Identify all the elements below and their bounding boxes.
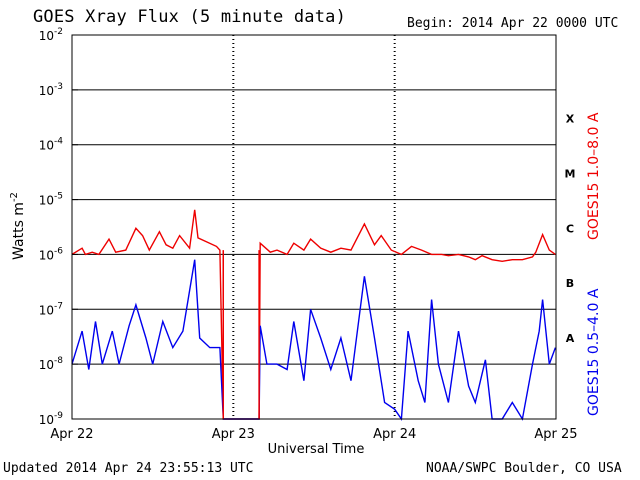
- x-tick-label: Apr 22: [50, 427, 93, 442]
- y-tick-label: 10-6: [39, 246, 64, 262]
- title: GOES Xray Flux (5 minute data): [33, 7, 347, 27]
- day-separators: [232, 35, 396, 419]
- x-tick-labels: Apr 22 Apr 23 Apr 24 Apr 25: [50, 427, 577, 442]
- series-layer: [71, 209, 557, 422]
- y-axis-label: Watts m-2: [9, 192, 27, 260]
- begin-time: Begin: 2014 Apr 22 0000 UTC: [407, 16, 619, 31]
- x-tick-label: Apr 25: [534, 427, 577, 442]
- series-long-line: [71, 209, 556, 420]
- series-short-line: [71, 259, 557, 422]
- x-tick-label: Apr 24: [373, 427, 416, 442]
- data-gap: [222, 250, 260, 419]
- y-tick-label: 10-9: [39, 411, 64, 427]
- flare-class-label: M: [565, 167, 576, 180]
- y-tick-label: 10-7: [39, 301, 63, 317]
- updated-time: Updated 2014 Apr 24 23:55:13 UTC: [3, 461, 254, 476]
- x-axis-label: Universal Time: [268, 442, 365, 457]
- y-tick-label: 10-3: [39, 82, 63, 98]
- flare-class-label: C: [566, 222, 574, 235]
- flare-class-label: B: [566, 277, 574, 290]
- flare-class-label: A: [566, 332, 575, 345]
- legend-series-short: GOES15 0.5–4.0 A: [586, 288, 602, 416]
- credit: NOAA/SWPC Boulder, CO USA: [426, 461, 622, 476]
- y-tick-label: 10-5: [39, 192, 63, 208]
- y-tick-label: 10-4: [39, 137, 64, 153]
- flare-class-label: X: [566, 113, 575, 126]
- grid: [72, 34, 556, 420]
- y-tick-labels: 10-9 10-8 10-7 10-6 10-5 10-4 10-3 10-2: [39, 27, 78, 427]
- plot-frame: [71, 34, 557, 420]
- flare-class-labels: A B C M X: [565, 113, 576, 345]
- x-tick-label: Apr 23: [212, 427, 255, 442]
- y-tick-label: 10-8: [39, 356, 64, 372]
- y-tick-label: 10-2: [39, 27, 63, 43]
- legend-series-long: GOES15 1.0–8.0 A: [586, 112, 602, 240]
